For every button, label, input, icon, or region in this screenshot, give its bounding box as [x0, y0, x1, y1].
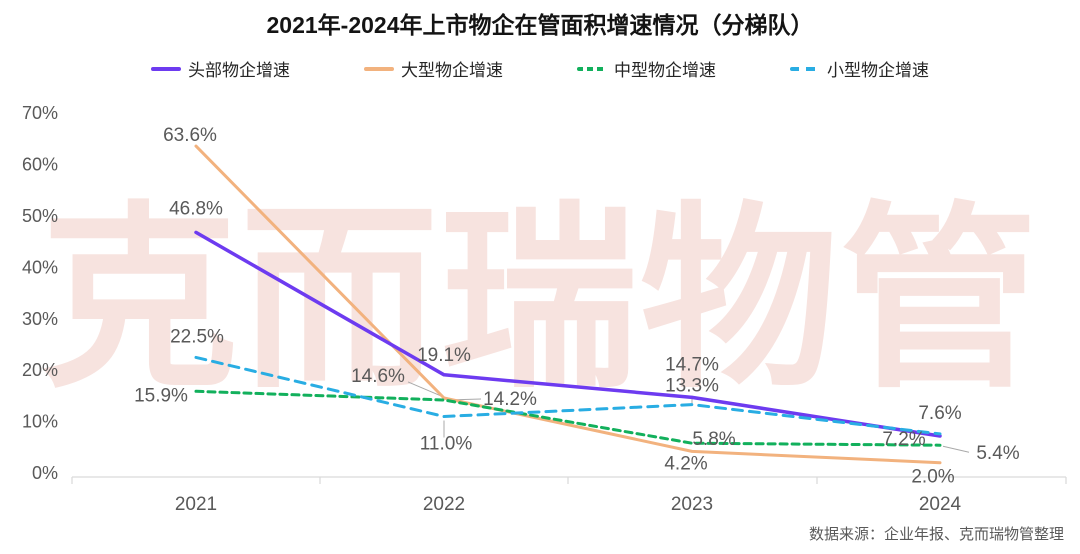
x-axis-label: 2022	[423, 494, 465, 515]
legend-label-large: 大型物企增速	[401, 61, 503, 80]
data-label: 14.7%	[665, 354, 719, 375]
x-axis-label: 2021	[175, 494, 217, 515]
legend: 头部物企增速 大型物企增速 中型物企增速 小型物企增速	[0, 56, 1080, 81]
series-line-1	[194, 144, 942, 465]
y-axis-label: 10%	[22, 412, 58, 432]
x-axis-label: 2024	[919, 494, 962, 515]
legend-swatch-medium	[577, 66, 607, 71]
legend-swatch-large	[364, 66, 394, 71]
data-label: 19.1%	[417, 345, 471, 366]
data-label: 7.6%	[918, 403, 961, 424]
label-leader-line	[407, 381, 442, 397]
data-label: 14.6%	[351, 366, 405, 387]
data-label: 7.2%	[882, 429, 925, 450]
y-axis-label: 40%	[22, 257, 58, 277]
data-label: 13.3%	[665, 376, 719, 397]
series-line-2	[194, 389, 942, 447]
legend-item-top-tier: 头部物企增速	[151, 56, 290, 81]
label-leader-line	[942, 445, 970, 453]
source-note: 数据来源：企业年报、克而瑞物管整理	[808, 526, 1064, 543]
y-axis-label: 20%	[22, 360, 58, 380]
legend-swatch-small	[790, 66, 820, 71]
data-label: 15.9%	[134, 385, 188, 406]
legend-item-large: 大型物企增速	[364, 56, 503, 81]
legend-item-medium: 中型物企增速	[577, 56, 716, 81]
chart-title: 2021年-2024年上市物企在管面积增速情况（分梯队）	[266, 12, 814, 38]
legend-label-top-tier: 头部物企增速	[188, 61, 290, 80]
data-label: 2.0%	[911, 467, 954, 488]
data-label: 5.8%	[692, 429, 735, 450]
data-label: 4.2%	[664, 453, 707, 474]
data-label: 5.4%	[976, 443, 1019, 464]
y-axis-label: 0%	[32, 463, 58, 483]
series-line-0	[194, 230, 942, 438]
legend-swatch-top-tier	[151, 66, 181, 71]
x-axis-label: 2023	[671, 494, 713, 515]
data-label: 22.5%	[170, 326, 224, 347]
data-label: 46.8%	[169, 198, 223, 219]
y-axis-label: 30%	[22, 309, 58, 329]
data-label: 14.2%	[483, 389, 537, 410]
legend-label-small: 小型物企增速	[827, 61, 929, 80]
series-line-3	[194, 355, 942, 436]
legend-label-medium: 中型物企增速	[614, 61, 716, 80]
legend-item-small: 小型物企增速	[790, 56, 929, 81]
data-label: 63.6%	[163, 125, 217, 146]
y-axis-label: 50%	[22, 206, 58, 226]
y-axis-label: 60%	[22, 155, 58, 175]
data-label: 11.0%	[420, 433, 473, 454]
y-axis-label: 70%	[22, 103, 58, 123]
